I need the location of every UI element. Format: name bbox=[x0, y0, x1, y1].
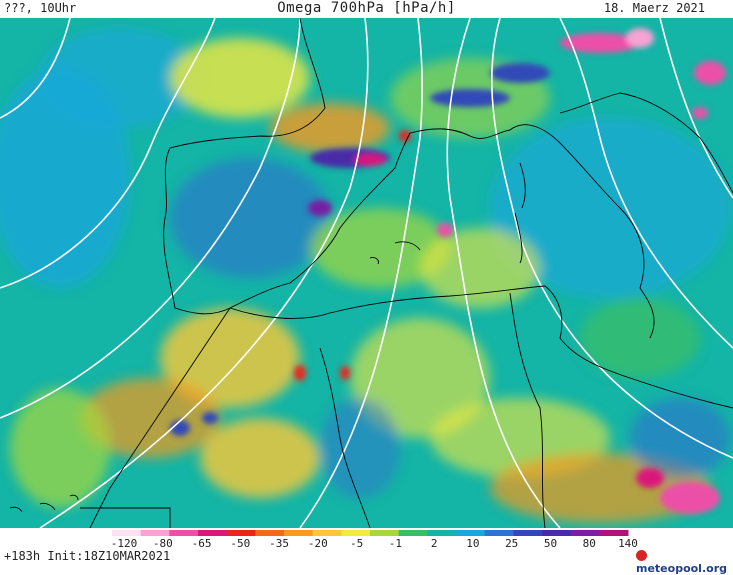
legend-swatch bbox=[255, 530, 285, 536]
legend-swatch bbox=[570, 530, 600, 536]
legend-swatch bbox=[456, 530, 486, 536]
legend-swatch bbox=[370, 530, 400, 536]
legend-label: -35 bbox=[269, 537, 289, 550]
legend-label: -50 bbox=[230, 537, 250, 550]
legend-label: -20 bbox=[308, 537, 328, 550]
legend-swatch bbox=[169, 530, 199, 536]
legend-swatch bbox=[484, 530, 514, 536]
legend-label: -80 bbox=[153, 537, 173, 550]
legend-label: -1 bbox=[389, 537, 402, 550]
title-bar: ???, 10Uhr Omega 700hPa [hPa/h] 18. Maer… bbox=[0, 0, 733, 18]
legend-swatch bbox=[513, 530, 543, 536]
legend: -120 -80 -65 -50 -35 -20 -5 -1 2 10 25 50 80 140 bbox=[0, 528, 733, 566]
isolines bbox=[0, 18, 733, 528]
legend-label: 50 bbox=[544, 537, 557, 550]
coastlines bbox=[9, 18, 733, 528]
color-scale: -120 -80 -65 -50 -35 -20 -5 -1 2 10 25 50 80 140 bbox=[111, 530, 638, 550]
legend-label: 80 bbox=[583, 537, 596, 550]
brand-logo: meteopool.org bbox=[636, 549, 733, 575]
legend-label: -120 bbox=[111, 537, 138, 550]
field-patches bbox=[0, 28, 730, 523]
legend-swatch bbox=[284, 530, 314, 536]
field-cores bbox=[170, 28, 726, 514]
map-title: Omega 700hPa [hPa/h] bbox=[277, 0, 456, 16]
legend-swatch bbox=[599, 530, 629, 536]
legend-swatch bbox=[398, 530, 428, 536]
legend-swatch bbox=[112, 530, 142, 536]
legend-swatch bbox=[341, 530, 371, 536]
legend-swatch bbox=[312, 530, 342, 536]
legend-label: -65 bbox=[192, 537, 212, 550]
legend-label: 25 bbox=[505, 537, 518, 550]
logo-dot-icon bbox=[636, 550, 647, 561]
omega-map bbox=[0, 18, 733, 528]
forecast-label: ???, 10Uhr bbox=[4, 1, 77, 15]
legend-swatch bbox=[140, 530, 170, 536]
run-info: +183h Init:18Z10MAR2021 bbox=[4, 549, 171, 563]
legend-label: -5 bbox=[350, 537, 363, 550]
legend-swatch bbox=[226, 530, 256, 536]
legend-label: 2 bbox=[431, 537, 438, 550]
logo-text: meteopool.org bbox=[636, 562, 727, 575]
legend-swatch bbox=[427, 530, 457, 536]
legend-swatch bbox=[198, 530, 228, 536]
legend-label: 140 bbox=[618, 537, 638, 550]
legend-swatch bbox=[542, 530, 572, 536]
forecast-date: 18. Maerz 2021 bbox=[603, 1, 705, 15]
legend-label: 10 bbox=[466, 537, 479, 550]
